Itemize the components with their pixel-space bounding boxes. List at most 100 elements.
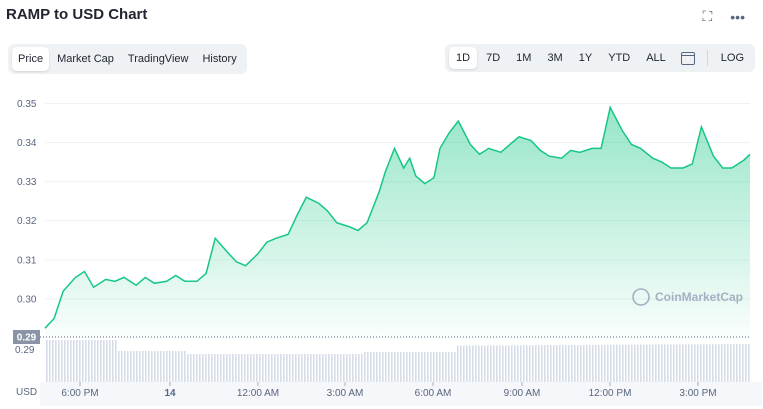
volume-bar bbox=[133, 351, 135, 382]
volume-bar bbox=[574, 345, 576, 382]
range-1d[interactable]: 1D bbox=[449, 47, 478, 69]
volume-bar bbox=[700, 344, 702, 382]
range-ytd[interactable]: YTD bbox=[608, 52, 631, 64]
volume-bar bbox=[394, 352, 396, 382]
volume-bar bbox=[163, 351, 165, 382]
volume-bar bbox=[655, 344, 657, 382]
volume-bar bbox=[679, 344, 681, 382]
volume-bar bbox=[634, 344, 636, 382]
volume-bar bbox=[58, 340, 60, 382]
volume-bar bbox=[175, 351, 177, 382]
volume-bar bbox=[340, 354, 342, 382]
range-1m[interactable]: 1M bbox=[516, 52, 532, 64]
volume-bar bbox=[718, 344, 720, 382]
volume-bar bbox=[280, 354, 282, 382]
volume-bar bbox=[121, 351, 123, 382]
volume-bar bbox=[610, 344, 612, 382]
volume-bar bbox=[268, 354, 270, 382]
volume-bars bbox=[46, 340, 750, 382]
volume-bar bbox=[745, 344, 747, 382]
tab-price[interactable]: Price bbox=[12, 47, 50, 71]
volume-bar bbox=[352, 354, 354, 382]
volume-bar bbox=[688, 344, 690, 382]
volume-bar bbox=[439, 352, 441, 382]
volume-bar bbox=[556, 345, 558, 382]
volume-bar bbox=[730, 344, 732, 382]
volume-bar bbox=[322, 354, 324, 382]
volume-bar bbox=[577, 344, 579, 382]
volume-bar bbox=[466, 345, 468, 382]
volume-bar bbox=[502, 345, 504, 382]
volume-bar bbox=[70, 340, 72, 382]
volume-bar bbox=[106, 340, 108, 382]
tab-market-cap[interactable]: Market Cap bbox=[57, 53, 114, 65]
range-all[interactable]: ALL bbox=[646, 52, 666, 64]
volume-bar bbox=[469, 345, 471, 382]
volume-bar bbox=[664, 344, 666, 382]
volume-bar bbox=[154, 351, 156, 382]
volume-bar bbox=[454, 352, 456, 382]
volume-bar bbox=[238, 354, 240, 382]
volume-bar bbox=[661, 344, 663, 382]
volume-bar bbox=[148, 351, 150, 382]
volume-bar bbox=[310, 354, 312, 382]
volume-bar bbox=[220, 354, 222, 382]
tab-history[interactable]: History bbox=[202, 53, 237, 65]
volume-bar bbox=[298, 354, 300, 382]
watermark-text: CoinMarketCap bbox=[655, 290, 743, 304]
volume-bar bbox=[172, 351, 174, 382]
volume-bar bbox=[166, 351, 168, 382]
volume-bar bbox=[73, 340, 75, 382]
volume-bar bbox=[55, 340, 57, 382]
range-3m[interactable]: 3M bbox=[547, 52, 563, 64]
volume-bar bbox=[202, 354, 204, 382]
volume-bar bbox=[76, 340, 78, 382]
volume-bar bbox=[418, 352, 420, 382]
more-icon[interactable]: ••• bbox=[730, 8, 745, 25]
volume-bar bbox=[367, 352, 369, 382]
volume-bar bbox=[592, 344, 594, 382]
volume-bar bbox=[112, 340, 114, 382]
volume-bar bbox=[559, 345, 561, 382]
volume-bar bbox=[271, 354, 273, 382]
y-tick-label: 0.30 bbox=[17, 294, 37, 305]
current-price-label: 0.29 bbox=[17, 333, 37, 344]
volume-bar bbox=[115, 340, 117, 382]
volume-bar bbox=[445, 352, 447, 382]
range-1y[interactable]: 1Y bbox=[578, 52, 593, 64]
volume-bar bbox=[589, 344, 591, 382]
volume-bar bbox=[274, 354, 276, 382]
volume-bar bbox=[607, 344, 609, 382]
volume-bar bbox=[400, 352, 402, 382]
volume-bar bbox=[673, 344, 675, 382]
volume-bar bbox=[538, 345, 540, 382]
volume-bar bbox=[136, 351, 138, 382]
volume-bar bbox=[355, 354, 357, 382]
volume-bar bbox=[67, 340, 69, 382]
range-7d[interactable]: 7D bbox=[486, 52, 501, 64]
volume-bar bbox=[601, 344, 603, 382]
calendar-icon[interactable] bbox=[680, 51, 695, 65]
tab-tradingview[interactable]: TradingView bbox=[127, 53, 189, 65]
volume-bar bbox=[376, 352, 378, 382]
volume-bar bbox=[526, 345, 528, 382]
volume-bar bbox=[100, 340, 102, 382]
volume-bar bbox=[292, 354, 294, 382]
volume-bar bbox=[223, 354, 225, 382]
x-tick-label: 9:00 AM bbox=[504, 388, 541, 399]
volume-bar bbox=[307, 354, 309, 382]
volume-bar bbox=[721, 344, 723, 382]
log-scale-button[interactable]: LOG bbox=[720, 52, 744, 64]
volume-bar bbox=[160, 351, 162, 382]
volume-bar bbox=[97, 340, 99, 382]
volume-bar bbox=[169, 351, 171, 382]
volume-bar bbox=[571, 345, 573, 382]
volume-bar bbox=[127, 351, 129, 382]
volume-bar bbox=[529, 345, 531, 382]
volume-bar bbox=[145, 351, 147, 382]
volume-bar bbox=[286, 354, 288, 382]
volume-bar bbox=[361, 354, 363, 382]
fullscreen-icon[interactable]: ⛶ bbox=[702, 8, 713, 24]
volume-bar bbox=[427, 352, 429, 382]
